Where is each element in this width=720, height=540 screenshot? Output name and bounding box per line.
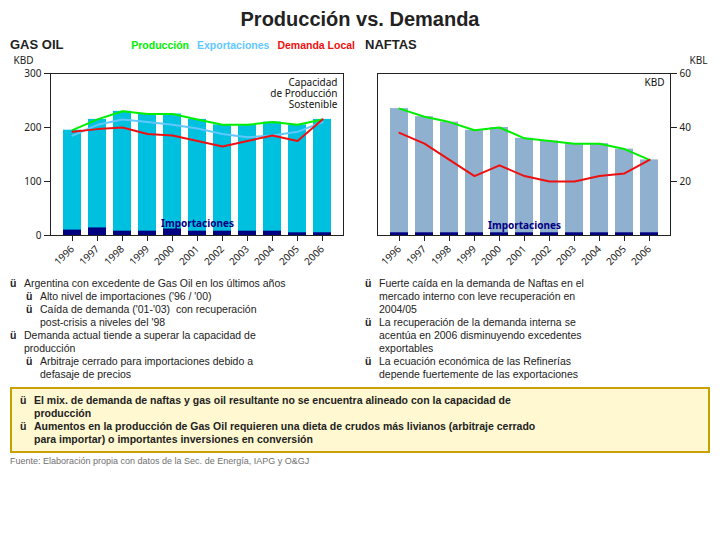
svg-text:1996: 1996	[51, 242, 77, 268]
svg-text:2005: 2005	[603, 242, 629, 268]
svg-text:2001: 2001	[176, 242, 202, 268]
svg-text:1997: 1997	[403, 242, 429, 268]
svg-text:0: 0	[36, 228, 42, 242]
svg-text:KBD: KBD	[645, 75, 665, 89]
svg-text:2000: 2000	[151, 242, 177, 268]
svg-text:40: 40	[680, 120, 692, 134]
svg-text:2002: 2002	[528, 242, 554, 268]
html-text:Alto nivel de importaciones (': Alto nivel de importaciones ('96 / '00)	[40, 290, 212, 302]
svg-text:2003: 2003	[553, 242, 579, 268]
svg-text:KBD: KBD	[14, 53, 34, 67]
svg-text:Importaciones: Importaciones	[488, 218, 561, 232]
svg-text:300: 300	[24, 66, 41, 80]
svg-text:2005: 2005	[276, 242, 302, 268]
svg-text:100: 100	[24, 174, 41, 188]
html-text:ü: ü	[20, 420, 27, 432]
svg-text:1998: 1998	[428, 242, 454, 268]
html-text:ü: ü	[10, 277, 17, 289]
html-text:Producción vs. Demanda: Producción vs. Demanda	[240, 8, 480, 30]
svg-text:20: 20	[680, 174, 692, 188]
html-text:ü: ü	[20, 394, 27, 406]
svg-text:2000: 2000	[478, 242, 504, 268]
svg-text:200: 200	[24, 120, 41, 134]
html-text:Exportaciones: Exportaciones	[197, 39, 270, 51]
html-text:ü: ü	[26, 290, 33, 302]
html-text:Producción: Producción	[131, 39, 189, 51]
svg-text:1999: 1999	[126, 242, 152, 268]
svg-text:2002: 2002	[201, 242, 227, 268]
html-text:ü: ü	[26, 355, 33, 367]
html-text:Arbitraje cerrado para importa: Arbitraje cerrado para importaciones deb…	[40, 355, 253, 380]
html-text:ü: ü	[365, 355, 372, 367]
svg-text:2004: 2004	[251, 242, 277, 268]
svg-text:2006: 2006	[301, 242, 327, 268]
html-text:Aumentos en la producción de G: Aumentos en la producción de Gas Oil req…	[34, 420, 536, 445]
html-text:Argentina con excedente de Gas: Argentina con excedente de Gas Oil en lo…	[24, 277, 286, 289]
html-text:ü: ü	[365, 316, 372, 328]
svg-text:2006: 2006	[628, 242, 654, 268]
html-text:El mix. de demanda de naftas y: El mix. de demanda de naftas y gas oil r…	[34, 394, 511, 419]
html-text:ü: ü	[365, 277, 372, 289]
html-text:La ecuación económica de las R: La ecuación económica de las Refinerías …	[379, 355, 579, 380]
html-text:NAFTAS: NAFTAS	[365, 37, 417, 52]
svg-text:Capacidadde ProducciónSostenib: Capacidadde ProducciónSostenible	[270, 75, 338, 111]
svg-text:1998: 1998	[101, 242, 127, 268]
svg-text:60: 60	[680, 66, 692, 80]
html-text:Fuente: Elaboración propia con: Fuente: Elaboración propia con datos de …	[10, 456, 310, 466]
html-text:GAS OIL: GAS OIL	[10, 37, 64, 52]
svg-text:KBL: KBL	[690, 53, 708, 67]
html-text:Demanda Local: Demanda Local	[277, 39, 355, 51]
svg-text:1999: 1999	[453, 242, 479, 268]
html-text:La recuperación de la demanda: La recuperación de la demanda interna se…	[379, 316, 582, 354]
svg-text:Importaciones: Importaciones	[161, 216, 234, 230]
svg-text:1996: 1996	[378, 242, 404, 268]
html-text:Caída de demanda ('01-'03) con: Caída de demanda ('01-'03) con recuperac…	[40, 303, 257, 328]
html-text:Demanda actual tiende a supera: Demanda actual tiende a superar la capac…	[24, 329, 256, 354]
svg-text:2001: 2001	[503, 242, 529, 268]
svg-text:1997: 1997	[76, 242, 102, 268]
html-text:ü: ü	[26, 303, 33, 315]
svg-text:2003: 2003	[226, 242, 252, 268]
svg-text:2004: 2004	[578, 242, 604, 268]
html-text:ü: ü	[10, 329, 17, 341]
html-text:Fuerte caída en la demanda de: Fuerte caída en la demanda de Naftas en …	[379, 277, 584, 315]
